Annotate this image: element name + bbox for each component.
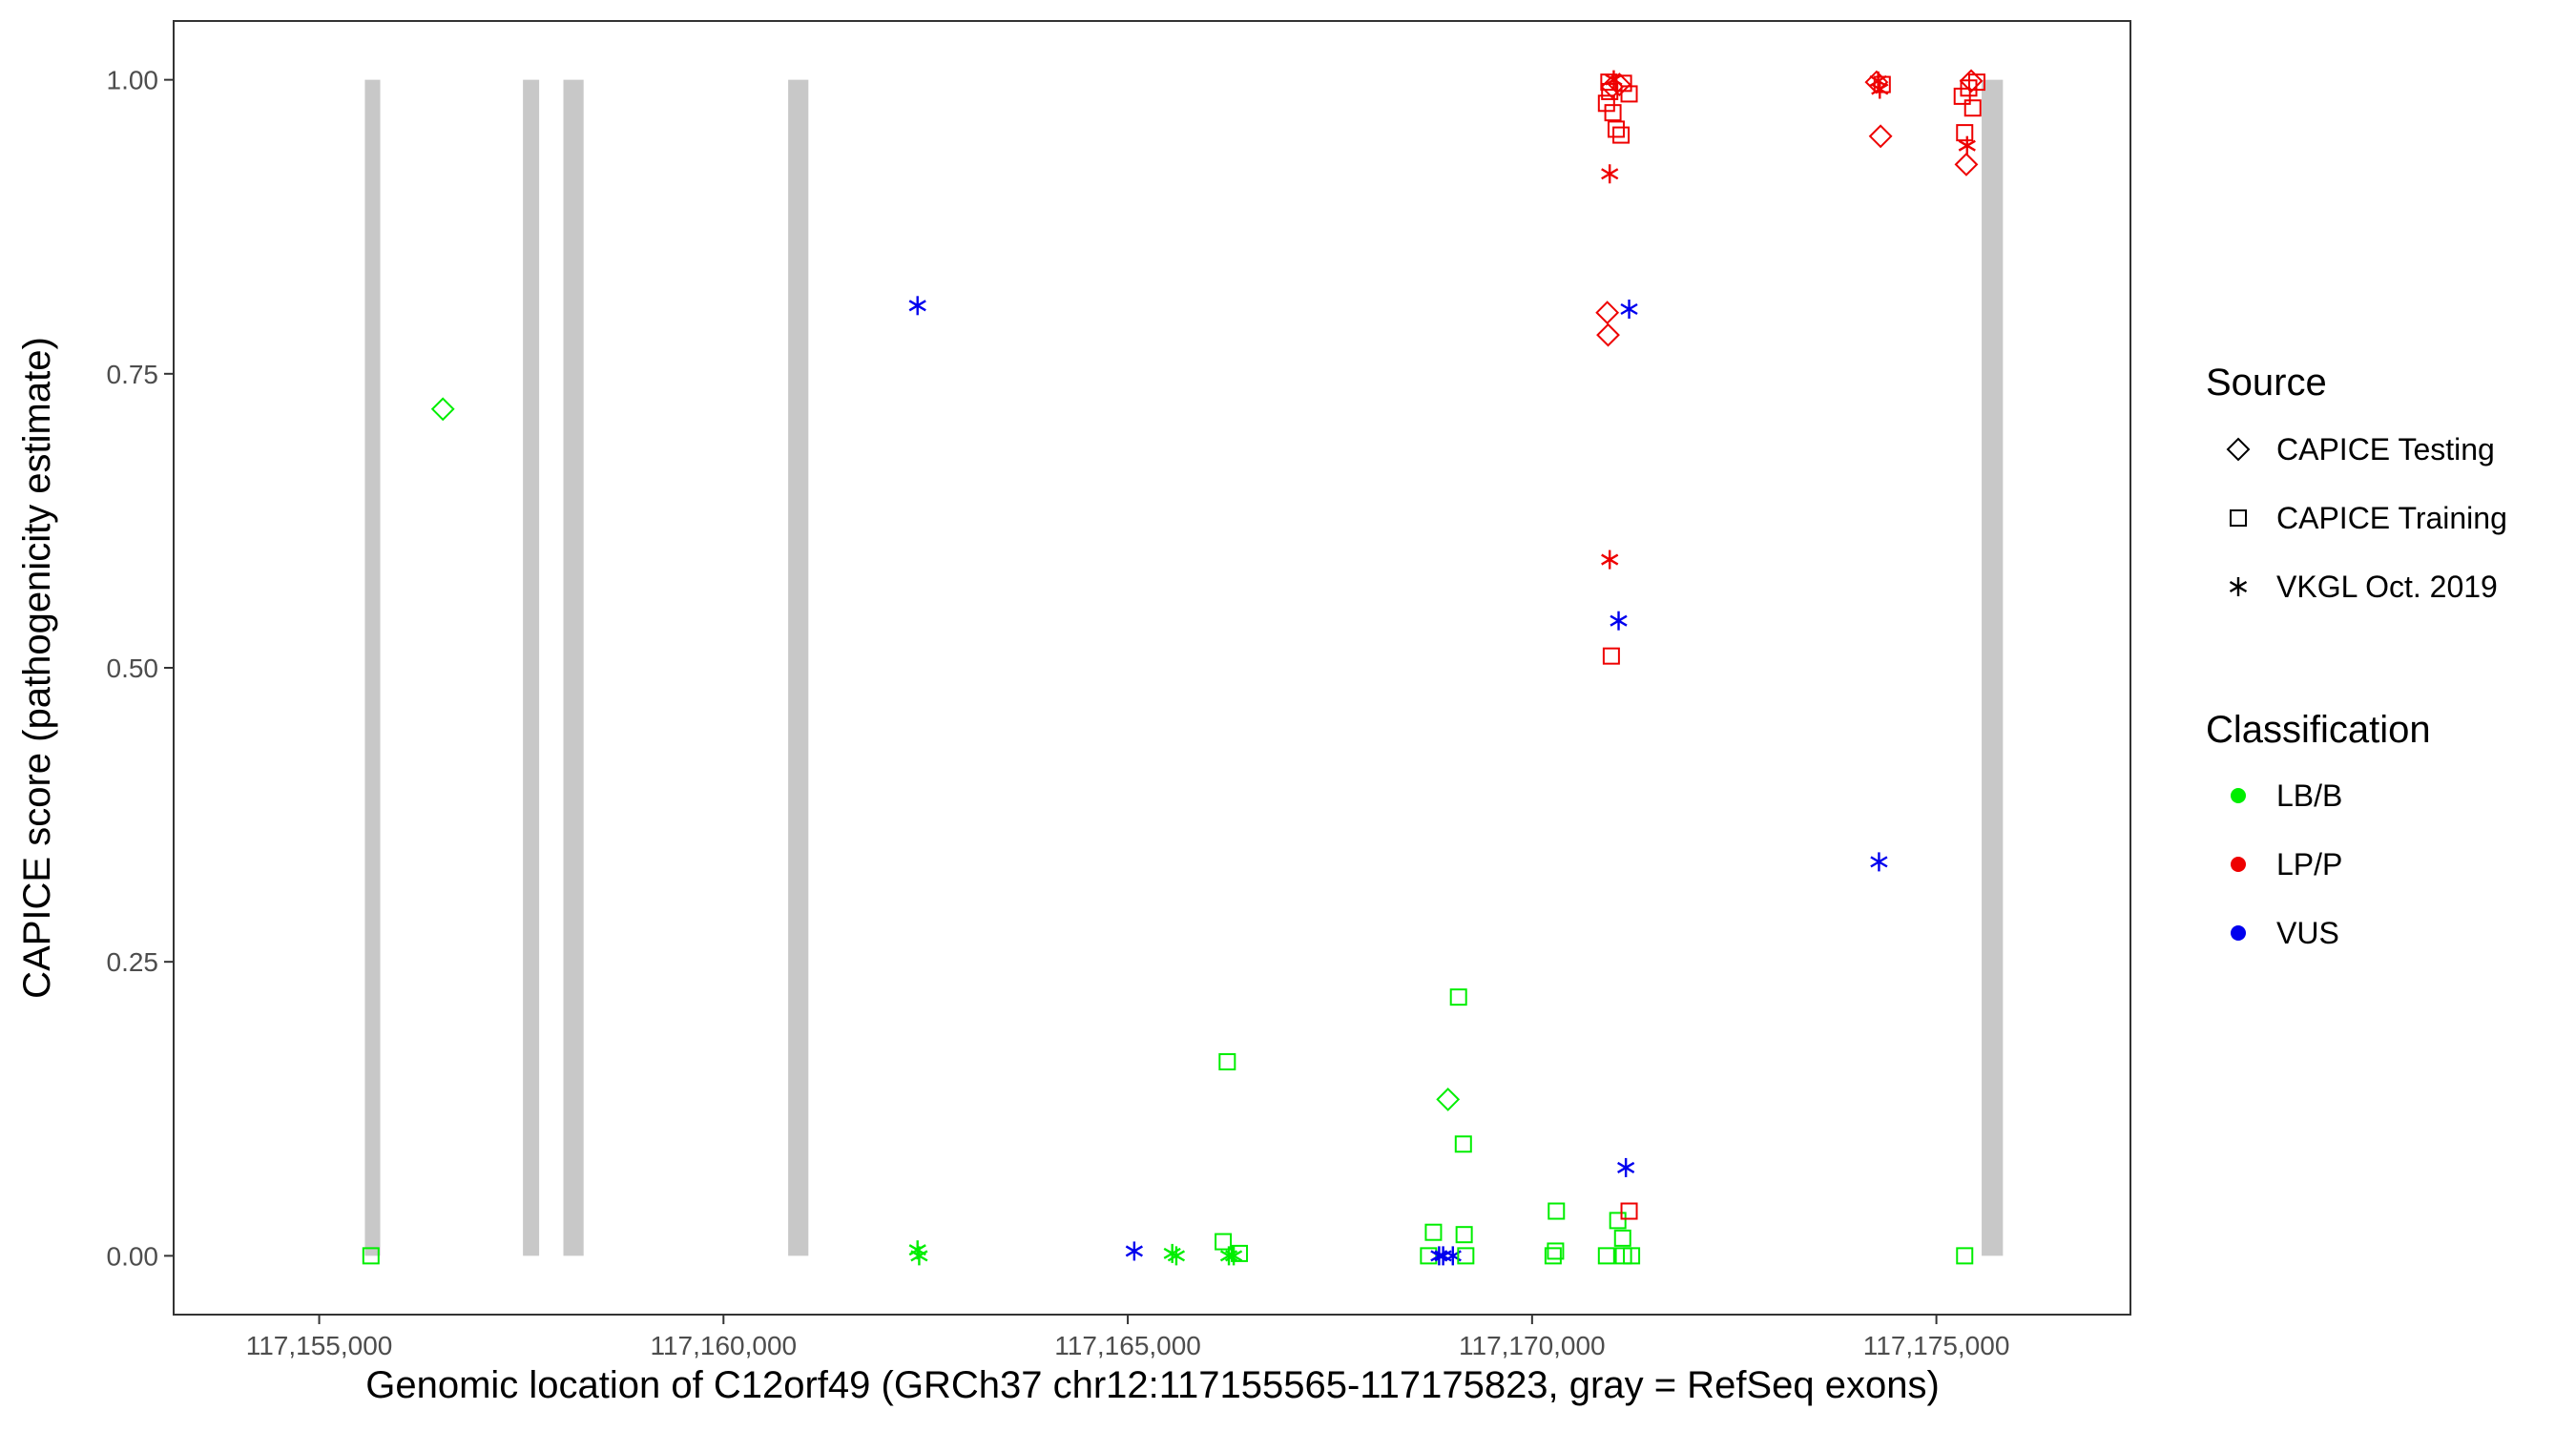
exon-bar bbox=[364, 79, 381, 1256]
data-point bbox=[1449, 988, 1467, 1006]
data-point bbox=[1963, 99, 1982, 117]
data-point bbox=[1457, 1247, 1475, 1265]
exon-bar bbox=[1982, 79, 2004, 1256]
data-point bbox=[1954, 152, 1979, 176]
data-point bbox=[1609, 1212, 1627, 1230]
legend-key-square-icon bbox=[2230, 509, 2247, 527]
data-points bbox=[362, 69, 1985, 1266]
exon-bar bbox=[523, 79, 540, 1256]
data-point bbox=[1607, 73, 1631, 96]
legend-source-label: VKGL Oct. 2019 bbox=[2276, 570, 2498, 604]
data-point bbox=[1547, 1242, 1565, 1260]
data-point bbox=[1958, 135, 1976, 156]
data-point bbox=[1215, 1233, 1233, 1251]
data-point bbox=[1430, 1246, 1448, 1266]
data-point bbox=[1125, 1241, 1143, 1261]
data-point bbox=[1959, 69, 1984, 93]
legend-key-asterisk-icon bbox=[2229, 577, 2248, 596]
x-axis-title: Genomic location of C12orf49 (GRCh37 chr… bbox=[365, 1364, 1940, 1406]
data-point bbox=[1224, 1246, 1243, 1266]
data-point bbox=[1455, 1226, 1473, 1244]
data-point bbox=[1167, 1246, 1186, 1266]
data-point bbox=[1436, 1087, 1461, 1111]
x-tick-label: 117,160,000 bbox=[650, 1331, 797, 1360]
data-point bbox=[430, 397, 455, 422]
legend-classification-items: LB/B LP/P VUS bbox=[2231, 778, 2342, 950]
data-point bbox=[1454, 1135, 1472, 1153]
legend-classification-title: Classification bbox=[2206, 709, 2431, 751]
y-axis: 0.00 0.25 0.50 0.75 1.00 bbox=[107, 66, 174, 1271]
data-point bbox=[1596, 322, 1620, 347]
data-point bbox=[1967, 73, 1985, 92]
data-point bbox=[1613, 1229, 1631, 1247]
data-point bbox=[1620, 1202, 1638, 1220]
data-point bbox=[1623, 1247, 1641, 1265]
y-tick-label: 0.75 bbox=[107, 360, 159, 389]
x-tick-label: 117,175,000 bbox=[1863, 1331, 2010, 1360]
legend-source-label: CAPICE Testing bbox=[2276, 432, 2495, 467]
legend-key-diamond-icon bbox=[2226, 437, 2251, 462]
data-point bbox=[1870, 852, 1888, 872]
data-point bbox=[1548, 1202, 1566, 1220]
legend-key-dot-icon bbox=[2231, 857, 2246, 872]
data-point bbox=[1420, 1247, 1438, 1265]
data-point bbox=[362, 1247, 380, 1265]
data-point bbox=[1873, 75, 1891, 93]
data-point bbox=[1218, 1052, 1236, 1070]
data-point bbox=[1868, 124, 1893, 149]
data-point bbox=[1600, 74, 1625, 99]
x-tick-label: 117,155,000 bbox=[246, 1331, 393, 1360]
y-tick-label: 0.25 bbox=[107, 947, 159, 977]
data-point bbox=[1610, 611, 1628, 631]
data-point bbox=[1614, 74, 1632, 93]
data-point bbox=[1620, 300, 1638, 320]
data-point bbox=[1617, 1157, 1635, 1177]
exon-bars bbox=[364, 79, 2004, 1256]
legend-classification-label: LP/P bbox=[2276, 847, 2342, 881]
legend-source-title: Source bbox=[2206, 362, 2327, 404]
data-point bbox=[1597, 94, 1615, 113]
data-point bbox=[1544, 1247, 1562, 1265]
legend: Source CAPICE Testing CAPICE Training VKGL… bbox=[2206, 362, 2507, 950]
data-point bbox=[1597, 1247, 1615, 1265]
legend-key-dot-icon bbox=[2231, 788, 2246, 803]
legend-classification-label: LB/B bbox=[2276, 778, 2342, 813]
exon-bar bbox=[563, 79, 584, 1256]
legend-source-label: CAPICE Training bbox=[2276, 501, 2507, 535]
data-point bbox=[1424, 1223, 1443, 1241]
data-point bbox=[910, 1246, 928, 1266]
y-tick-label: 0.50 bbox=[107, 653, 159, 683]
exon-bar bbox=[788, 79, 809, 1256]
data-point bbox=[1595, 301, 1620, 325]
y-tick-label: 1.00 bbox=[107, 66, 159, 95]
data-point bbox=[1956, 1247, 1974, 1265]
data-point bbox=[908, 296, 926, 316]
y-tick-label: 0.00 bbox=[107, 1241, 159, 1271]
x-tick-label: 117,170,000 bbox=[1459, 1331, 1606, 1360]
x-tick-label: 117,165,000 bbox=[1054, 1331, 1201, 1360]
data-point bbox=[1869, 71, 1887, 91]
y-axis-title: CAPICE score (pathogenicity estimate) bbox=[16, 337, 58, 999]
legend-classification-label: VUS bbox=[2276, 916, 2339, 950]
x-axis: 117,155,000 117,160,000 117,165,000 117,170… bbox=[246, 1315, 2010, 1360]
legend-source-items: CAPICE Testing CAPICE Training VKGL Oct. 2… bbox=[2226, 432, 2507, 604]
legend-key-dot-icon bbox=[2231, 925, 2246, 941]
data-point bbox=[1956, 124, 1974, 142]
data-point bbox=[1602, 647, 1620, 665]
data-point bbox=[1601, 164, 1619, 184]
data-point bbox=[1231, 1244, 1249, 1262]
data-point bbox=[1607, 120, 1625, 138]
data-point bbox=[1604, 104, 1622, 122]
data-point bbox=[1612, 126, 1631, 144]
data-point bbox=[1601, 550, 1619, 570]
